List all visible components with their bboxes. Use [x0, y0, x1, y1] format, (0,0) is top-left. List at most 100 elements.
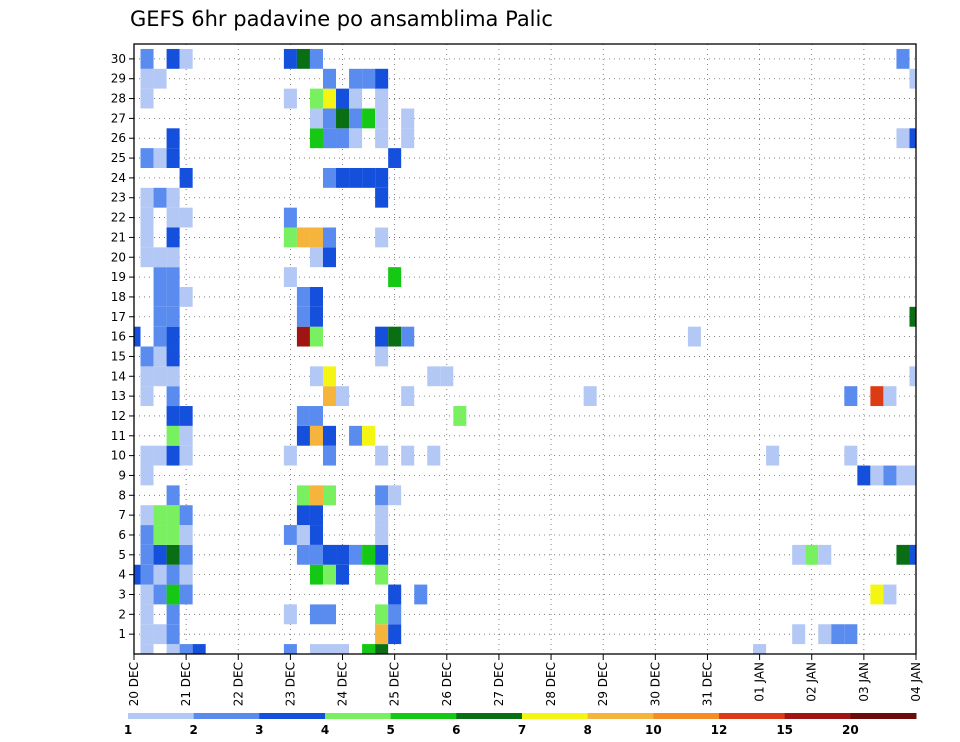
heatmap-cell [179, 644, 193, 654]
heatmap-cell [336, 386, 350, 407]
heatmap-cell [309, 366, 323, 387]
heatmap-cell [362, 644, 376, 654]
heatmap-cell [753, 644, 767, 654]
y-tick-label: 11 [111, 429, 126, 443]
heatmap-cell [309, 306, 323, 327]
y-tick-label: 3 [118, 587, 126, 601]
heatmap-cell [166, 267, 180, 288]
legend-swatch [784, 713, 851, 719]
heatmap-cell [309, 287, 323, 307]
heatmap-cell [179, 584, 193, 605]
y-tick-label: 16 [111, 330, 126, 344]
heatmap-cell [153, 148, 167, 168]
heatmap-cell [140, 564, 154, 585]
heatmap-cell [179, 544, 193, 565]
heatmap-cell [166, 306, 180, 327]
heatmap-cell [140, 346, 154, 367]
y-tick-label: 23 [111, 191, 126, 205]
heatmap-cell [179, 167, 193, 188]
x-tick-label: 20 DEC [127, 662, 141, 706]
y-tick-label: 15 [111, 349, 126, 363]
x-tick-label: 21 DEC [179, 662, 193, 706]
heatmap-cell [134, 326, 141, 347]
heatmap-cell [375, 88, 389, 109]
heatmap-cell [909, 366, 916, 387]
heatmap-cell [166, 326, 180, 347]
heatmap-cell [349, 68, 363, 89]
heatmap-cell [401, 386, 415, 407]
heatmap-cell [896, 544, 910, 565]
y-tick-label: 28 [111, 92, 126, 106]
x-tick-label: 04 JAN [909, 662, 923, 702]
y-tick-label: 7 [118, 508, 126, 522]
heatmap-cell [153, 326, 167, 347]
heatmap-cell [309, 108, 323, 129]
heatmap-cell [870, 386, 884, 407]
heatmap-cell [322, 386, 337, 407]
heatmap-cell [362, 167, 376, 188]
heatmap-cell [296, 48, 310, 69]
heatmap-cell [792, 624, 806, 645]
heatmap-cell [166, 247, 180, 268]
heatmap-cell [427, 445, 441, 466]
heatmap-cell [322, 564, 337, 585]
heatmap-cell [909, 306, 916, 327]
legend-label: 5 [386, 723, 394, 737]
heatmap-cell [140, 644, 154, 654]
heatmap-cell [153, 584, 167, 605]
heatmap-cell [179, 406, 193, 426]
heatmap-cell [336, 88, 350, 109]
legend-swatch [193, 713, 260, 719]
heatmap-cell [283, 445, 297, 466]
heatmap-cell [388, 267, 402, 288]
heatmap-cell [140, 584, 154, 605]
x-axis: 20 DEC 21 DEC 22 DEC 23 DEC 24 DEC 25 DEC 26 D… [127, 654, 923, 706]
color-legend: 1 2 3 4 5 6 7 8 10 12 15 20 [124, 713, 917, 737]
heatmap-cell [140, 88, 154, 109]
heatmap-cell [844, 386, 858, 407]
heatmap-cell [134, 564, 141, 585]
heatmap-cell [140, 48, 154, 69]
heatmap-cell [166, 425, 180, 446]
heatmap-cell [322, 108, 337, 129]
heatmap-cell [166, 227, 180, 248]
heatmap-cell [166, 505, 180, 526]
legend-label: 20 [842, 723, 859, 737]
heatmap-cell [166, 644, 180, 654]
heatmap-cell [140, 207, 154, 228]
x-tick-label: 28 DEC [544, 662, 558, 706]
heatmap-cell [362, 68, 376, 89]
heatmap-cell [296, 306, 310, 327]
y-tick-label: 22 [111, 211, 126, 225]
heatmap-cell [309, 485, 323, 506]
heatmap-cell [322, 544, 337, 565]
heatmap-cell [166, 287, 180, 307]
heatmap-cell [153, 68, 167, 89]
heatmap-cell [388, 604, 402, 625]
y-tick-label: 24 [111, 171, 126, 185]
heatmap-cell [166, 445, 180, 466]
heatmap-cell [179, 525, 193, 545]
heatmap-cell [140, 505, 154, 526]
heatmap-cell [322, 227, 337, 248]
heatmap-cell [870, 465, 884, 486]
heatmap-cell [322, 644, 337, 654]
heatmap-cell [322, 425, 337, 446]
heatmap-cell [375, 644, 389, 654]
heatmap-cell [166, 207, 180, 228]
heatmap-cell [896, 465, 910, 486]
legend-swatch [719, 713, 786, 719]
heatmap-cell [375, 505, 389, 526]
heatmap-cell [153, 306, 167, 327]
y-tick-label: 8 [118, 488, 126, 502]
legend-label: 3 [255, 723, 263, 737]
heatmap-cell [766, 445, 780, 466]
heatmap-cell [909, 68, 916, 89]
legend-label: 1 [124, 723, 132, 737]
heatmap-cell [166, 604, 180, 625]
heatmap-cell [453, 406, 467, 426]
heatmap-cell [296, 425, 310, 446]
legend-label: 6 [452, 723, 460, 737]
heatmap-cell [140, 227, 154, 248]
